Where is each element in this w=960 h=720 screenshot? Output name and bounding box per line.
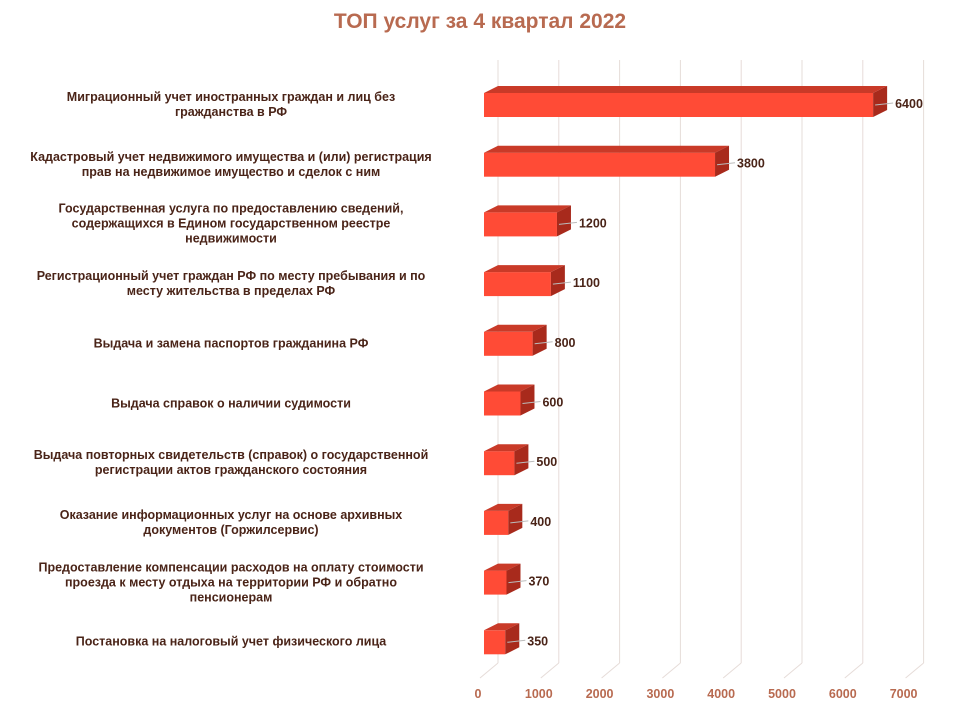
data-label: 800 (555, 336, 576, 350)
data-label-leader (522, 401, 541, 404)
bar-side (508, 503, 523, 535)
category-label: Постановка на налоговый учет физического… (75, 634, 387, 649)
data-label: 370 (528, 575, 549, 589)
data-label-leader (875, 102, 894, 106)
bar-top (484, 623, 520, 631)
category-label: Государственная услуга по предоставлению… (58, 201, 404, 246)
bar-top (484, 384, 535, 392)
chart-title: ТОП услуг за 4 квартал 2022 (333, 10, 627, 33)
floor-gridline (601, 662, 620, 679)
data-label-leader (510, 520, 529, 524)
bar-side (505, 623, 520, 655)
data-label: 600 (542, 396, 563, 410)
bar-side (506, 563, 521, 595)
bar-front (484, 630, 506, 655)
bar-front (484, 451, 515, 476)
category-label: Выдача справок о наличии судимости (111, 396, 351, 410)
bar-top (484, 86, 888, 93)
category-label: Выдача и замена паспортов гражданина РФ (93, 336, 369, 351)
category-label: Выдача повторных свидетельств (справок) … (33, 448, 429, 478)
floor-gridline (662, 662, 681, 679)
floor-gridline (844, 662, 864, 679)
bar-front (484, 93, 874, 117)
data-label: 400 (530, 515, 551, 529)
category-label: Миграционный учет иностранных граждан и … (66, 90, 396, 119)
bar-top (484, 145, 730, 153)
data-label-leader (716, 162, 736, 166)
bar-front (484, 510, 509, 535)
x-tick-label: 3000 (646, 687, 674, 701)
x-tick-label: 1000 (525, 687, 553, 701)
bar-front (484, 570, 507, 595)
floor-gridline (479, 662, 499, 679)
x-tick-label: 2000 (586, 687, 614, 701)
floor-gridline (783, 662, 803, 679)
bar-front (484, 331, 533, 356)
category-label: Предоставление компенсации расходов на о… (38, 560, 424, 605)
data-label: 3800 (737, 157, 765, 171)
data-label-leader (508, 580, 527, 584)
bar-side (715, 145, 730, 177)
x-tick-label: 0 (475, 687, 482, 701)
bar-top (484, 324, 547, 332)
floor-gridline (905, 662, 924, 679)
bar-top (484, 503, 523, 511)
data-label-leader (552, 281, 571, 285)
bar-side (550, 265, 565, 297)
bar-front (484, 212, 557, 237)
data-label-leader (516, 460, 535, 464)
data-label: 1100 (573, 276, 600, 290)
category-label: Кадастровый учет недвижимого имущества и… (30, 149, 432, 179)
bar-top (484, 265, 565, 273)
data-label: 6400 (895, 97, 923, 111)
data-label: 500 (536, 455, 557, 469)
bar-front (484, 152, 716, 177)
x-tick-label: 4000 (707, 687, 735, 701)
x-tick-label: 7000 (890, 687, 918, 701)
bar-top (484, 563, 521, 571)
bar-side (873, 86, 888, 117)
bar-side (514, 444, 529, 476)
category-label: Регистрационный учет граждан РФ по месту… (36, 269, 426, 299)
bar-side (556, 205, 571, 237)
bar-side (520, 384, 535, 416)
floor-gridline (722, 662, 742, 679)
data-label: 1200 (579, 216, 607, 230)
x-tick-label: 6000 (829, 687, 857, 701)
bar-front (484, 391, 521, 416)
data-label-leader (507, 639, 526, 643)
bar-top (484, 444, 529, 452)
x-tick-label: 5000 (768, 687, 796, 701)
floor-gridline (540, 662, 560, 679)
category-label: Оказание информационных услуг на основе … (59, 507, 403, 537)
data-label: 350 (527, 634, 548, 648)
data-label-leader (534, 341, 553, 345)
bar-front (484, 272, 551, 297)
data-label-leader (558, 221, 578, 225)
bar-side (532, 324, 547, 356)
bar-top (484, 205, 571, 213)
